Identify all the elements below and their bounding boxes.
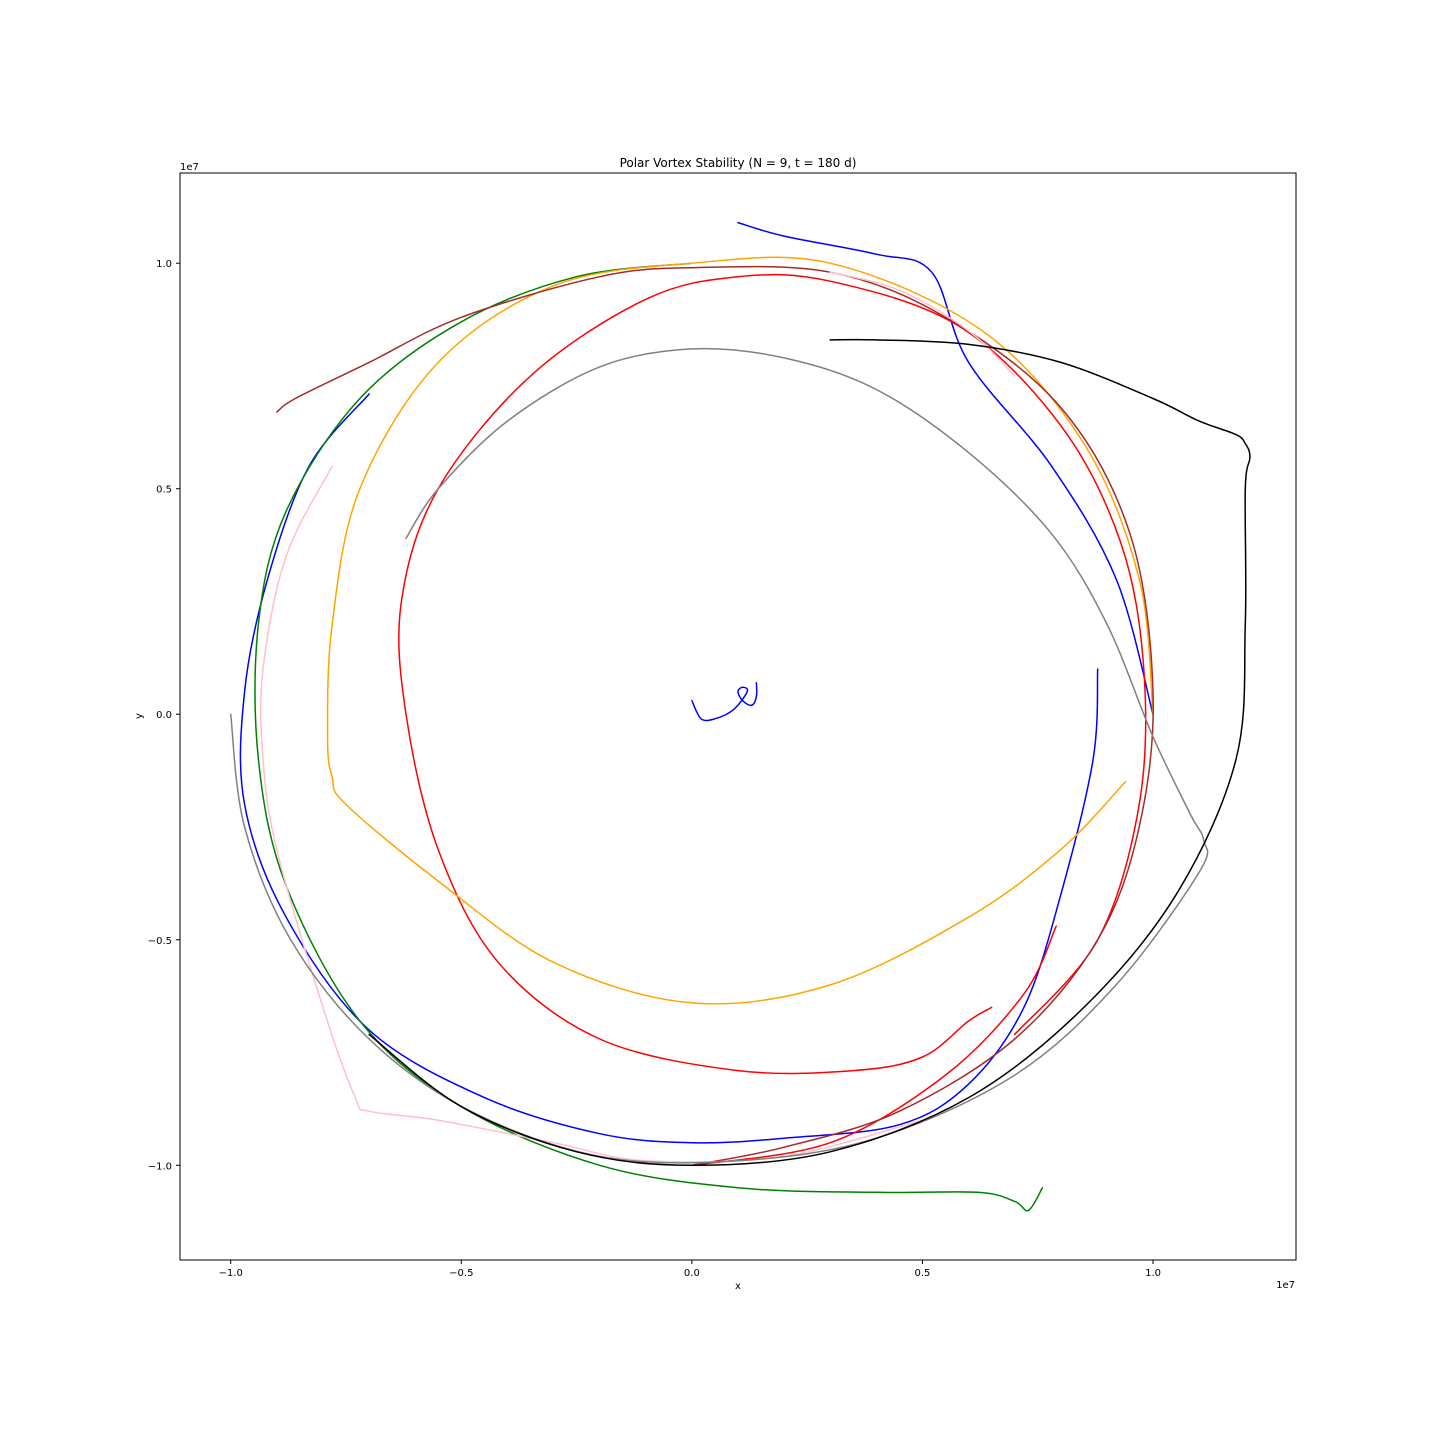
trajectory-line-4 [254, 262, 1044, 1212]
series-layer [229, 221, 1251, 1212]
x-tick-label: 1.0 [1145, 1268, 1161, 1279]
y-tick-label: 0.0 [156, 710, 172, 721]
trajectory-line-6 [398, 273, 1147, 1075]
trajectory-line-2 [737, 221, 1154, 715]
trajectory-line-3 [239, 393, 1099, 1144]
plot-frame [179, 172, 1297, 1261]
y-tick-label: 1.0 [156, 259, 172, 270]
trajectory-line-8 [276, 265, 1154, 1167]
y-axis-offset-label: 1e7 [180, 162, 199, 173]
chart-title: Polar Vortex Stability (N = 9, t = 180 d… [620, 156, 857, 170]
trajectory-line-5 [691, 925, 1057, 1167]
y-axis-ticks: −1.0 −0.5 0.0 0.5 1.0 [148, 259, 180, 1172]
x-tick-label: 0.5 [915, 1268, 931, 1279]
x-axis-offset-label: 1e7 [1276, 1280, 1295, 1291]
trajectory-line-1 [691, 681, 758, 722]
trajectory-line-7 [326, 256, 1154, 1005]
x-axis-ticks: −1.0 −0.5 0.0 0.5 1.0 [219, 1260, 1161, 1279]
y-tick-label: 0.5 [156, 485, 172, 496]
trajectory-line-12 [368, 338, 1251, 1167]
x-tick-label: −0.5 [449, 1268, 473, 1279]
y-tick-label: −0.5 [148, 936, 172, 947]
trajectory-line-9 [259, 465, 924, 1163]
y-axis-label: y [134, 713, 145, 719]
trajectory-line-10 [829, 271, 1016, 377]
x-tick-label: 0.0 [684, 1268, 700, 1279]
x-axis-label: x [735, 1281, 741, 1292]
x-tick-label: −1.0 [219, 1268, 243, 1279]
y-tick-label: −1.0 [148, 1161, 172, 1172]
